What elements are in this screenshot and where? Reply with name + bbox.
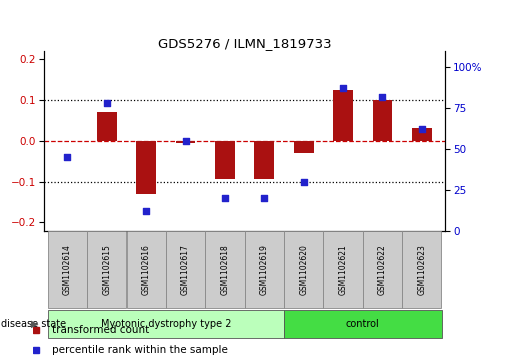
Point	[260, 195, 268, 201]
Bar	[176, 140, 195, 143]
Bar	[136, 140, 156, 194]
Bar	[333, 90, 353, 140]
FancyBboxPatch shape	[402, 231, 441, 308]
Point	[142, 208, 150, 214]
Bar	[412, 129, 432, 140]
Text: GSM1102616: GSM1102616	[142, 244, 151, 295]
FancyBboxPatch shape	[323, 231, 363, 308]
Text: percentile rank within the sample: percentile rank within the sample	[52, 345, 228, 355]
Text: GSM1102621: GSM1102621	[338, 244, 348, 295]
Bar	[254, 140, 274, 179]
Point	[221, 195, 229, 201]
FancyBboxPatch shape	[205, 231, 245, 308]
Point	[300, 179, 308, 184]
Point	[339, 85, 347, 91]
Text: control: control	[346, 319, 380, 329]
Bar	[294, 140, 314, 153]
Text: GSM1102620: GSM1102620	[299, 244, 308, 295]
FancyBboxPatch shape	[87, 231, 127, 308]
FancyBboxPatch shape	[363, 231, 402, 308]
Bar	[373, 100, 392, 140]
Text: GSM1102623: GSM1102623	[417, 244, 426, 295]
FancyBboxPatch shape	[127, 231, 166, 308]
Text: GSM1102614: GSM1102614	[63, 244, 72, 295]
FancyBboxPatch shape	[284, 231, 323, 308]
Text: Myotonic dystrophy type 2: Myotonic dystrophy type 2	[100, 319, 231, 329]
FancyBboxPatch shape	[245, 231, 284, 308]
Text: GSM1102617: GSM1102617	[181, 244, 190, 295]
Bar	[97, 112, 116, 140]
Point	[418, 126, 426, 132]
Point	[63, 154, 72, 160]
Text: GSM1102615: GSM1102615	[102, 244, 111, 295]
Point	[181, 138, 190, 143]
Text: transformed count: transformed count	[52, 325, 149, 335]
Text: GSM1102618: GSM1102618	[220, 244, 230, 295]
Text: GSM1102619: GSM1102619	[260, 244, 269, 295]
Text: GSM1102622: GSM1102622	[378, 244, 387, 295]
FancyBboxPatch shape	[284, 310, 441, 338]
Point	[102, 100, 111, 106]
FancyBboxPatch shape	[166, 231, 205, 308]
Text: ▶: ▶	[31, 319, 38, 329]
Title: GDS5276 / ILMN_1819733: GDS5276 / ILMN_1819733	[158, 37, 332, 50]
FancyBboxPatch shape	[48, 310, 284, 338]
Text: disease state: disease state	[1, 319, 66, 329]
Point	[379, 94, 387, 99]
FancyBboxPatch shape	[48, 231, 87, 308]
Bar	[215, 140, 235, 179]
